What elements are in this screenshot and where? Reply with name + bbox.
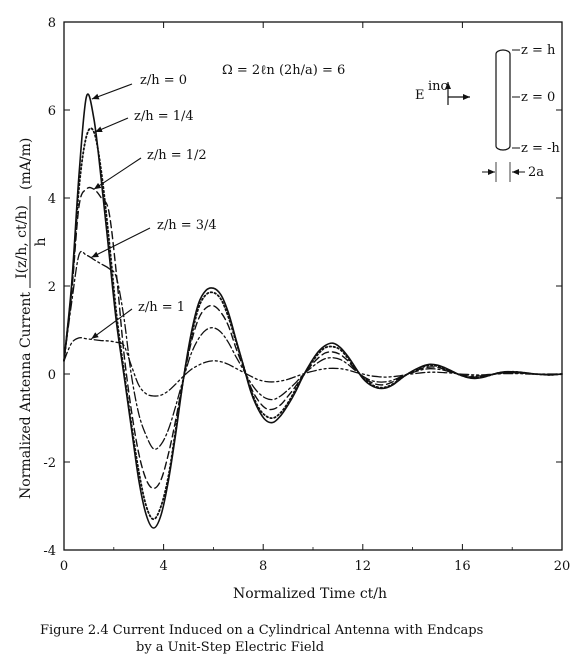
y-axis-title-units: (mA/m) [18,138,34,190]
x-tick-label: 8 [259,559,267,574]
series-label: z/h = 0 [140,73,187,88]
series-label: z/h = 1 [138,300,185,315]
x-tick-label: 0 [60,559,68,574]
antenna-inset: E inc z = h z = 0 z = -h 2a [415,43,560,182]
y-axis-title-fraction-den: h [33,237,49,246]
y-axis-title-fraction-num: I(z/h, ct/h) [14,205,30,279]
y-tick-label: 2 [48,280,56,295]
formula-label: Ω = 2ℓn (2h/a) = 6 [222,63,345,78]
series-line-2 [63,186,563,490]
annotation-arrow [91,227,151,258]
axes: 0 4 8 12 16 20 -4 -2 0 2 4 6 8 [43,16,570,574]
series-line-1 [63,127,563,521]
annotation-arrow [91,308,133,340]
radius-label: 2a [528,165,544,180]
y-tick-label: 8 [48,16,56,31]
series-label: z/h = 1/2 [147,148,207,163]
annotation-arrow [91,83,133,100]
y-tick-label: 6 [48,104,56,119]
figure-caption: Figure 2.4 Current Induced on a Cylindri… [40,622,580,656]
z-bot-label: z = -h [521,141,560,156]
field-superscript: inc [428,79,448,94]
antenna-cylinder [495,49,511,151]
annotations: z/h = 0 z/h = 1/4 z/h = 1/2 z/h = 3/4 z/h = … [91,73,217,340]
series-label: z/h = 3/4 [157,218,217,233]
x-axis-title: Normalized Time ct/h [233,586,387,602]
x-tick-label: 16 [454,559,471,574]
y-axis-title: Normalized Antenna Current I(z/h, ct/h) … [14,138,49,499]
x-tick-label: 12 [355,559,372,574]
series-line-4 [63,337,563,397]
annotation-arrow [93,157,142,190]
series-label: z/h = 1/4 [134,109,194,124]
y-axis-title-prefix: Normalized Antenna Current [18,292,34,499]
y-tick-label: 4 [48,192,56,207]
field-label: E [415,88,425,103]
y-tick-label: -2 [43,456,56,471]
x-tick-label: 4 [159,559,167,574]
z-top-label: z = h [521,43,556,58]
series-line-3 [63,250,563,450]
caption-line-1: Figure 2.4 Current Induced on a Cylindri… [40,623,484,638]
caption-line-2: by a Unit-Step Electric Field [136,640,325,655]
x-tick-label: 20 [554,559,571,574]
z-mid-label: z = 0 [521,90,555,105]
series-lines [63,93,563,529]
annotation-arrow [94,117,129,133]
y-tick-label: 0 [48,368,56,383]
y-tick-label: -4 [43,544,56,559]
